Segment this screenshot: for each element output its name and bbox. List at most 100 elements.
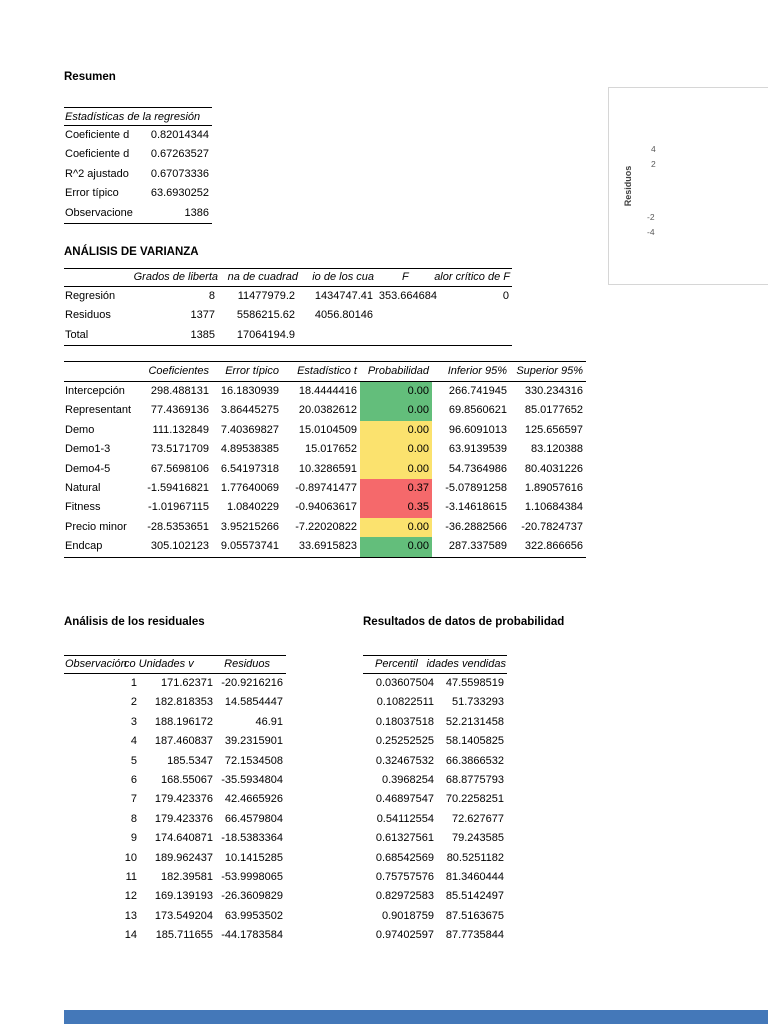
table-cell: 33.6915823 xyxy=(298,540,357,553)
table-cell: 298.488131 xyxy=(150,385,209,397)
table-cell: 9 xyxy=(130,832,137,845)
residuals-title: Análisis de los residuales xyxy=(64,616,205,628)
table-cell: 8 xyxy=(208,290,215,302)
table-row: 0.54112554 72.627677 xyxy=(363,810,507,829)
table-cell: Natural xyxy=(65,482,101,495)
table-cell: 58.1405825 xyxy=(445,735,504,748)
table-row: 12 169.139193 -26.3609829 xyxy=(64,887,286,906)
table-cell: 70.2258251 xyxy=(445,793,504,806)
table-cell: 8 xyxy=(130,812,137,825)
table-cell: 67.5698106 xyxy=(150,462,209,475)
table-cell: -36.2882566 xyxy=(445,520,507,533)
table-cell: 0.46897547 xyxy=(375,793,434,806)
table-cell: -53.9998065 xyxy=(221,871,283,884)
table-cell: 11 xyxy=(125,871,137,884)
table-cell: Residuos xyxy=(65,309,111,322)
coefficients-table: Coeficientes Error típico Estadístico t … xyxy=(64,361,586,558)
probability-table: Percentil idades vendidas 0.03607504 47.5… xyxy=(363,655,507,946)
table-row: 0.82972583 85.5142497 xyxy=(363,887,507,906)
table-cell: 1434747.41 xyxy=(314,290,373,302)
table-cell: 11477979.2 xyxy=(237,290,295,302)
table-row: Demo1-3 73.5171709 4.89538385 15.017652 0.00… xyxy=(64,440,586,460)
table-cell: -20.9216216 xyxy=(221,677,283,689)
table-row: 10 189.962437 10.1415285 xyxy=(64,849,286,868)
table-cell: 0.97402597 xyxy=(375,929,434,942)
table-cell: 72.1534508 xyxy=(224,754,283,767)
table-cell: 46.91 xyxy=(255,715,283,728)
table-cell: 7.40369827 xyxy=(220,423,279,436)
table-cell: 174.640871 xyxy=(154,832,213,845)
table-cell: 85.0177652 xyxy=(524,404,583,417)
table-row: 14 185.711655 -44.1783584 xyxy=(64,926,286,945)
table-cell: Demo1-3 xyxy=(65,443,111,456)
coef-header-t-stat: Estadístico t xyxy=(297,365,357,377)
table-cell: 179.423376 xyxy=(154,793,213,806)
table-cell: 1385 xyxy=(190,328,215,341)
anova-header-row: Grados de liberta na de cuadrad io de lo… xyxy=(64,268,512,287)
regression-stats-body: Coeficiente d 0.82014344 Coeficiente d 0.67… xyxy=(64,126,212,223)
chart-tick-label: 4 xyxy=(651,144,656,154)
table-cell: 54.7364986 xyxy=(448,462,507,475)
table-cell: 47.5598519 xyxy=(445,677,504,689)
table-cell: 2 xyxy=(130,696,137,709)
probability-header-units-sold: idades vendidas xyxy=(426,658,506,670)
summary-title: Resumen xyxy=(64,71,116,83)
table-cell xyxy=(376,306,440,325)
table-cell: 0.35 xyxy=(360,498,432,518)
table-cell: 63.9953502 xyxy=(224,909,283,922)
table-row: Coeficiente d 0.67263527 xyxy=(64,145,212,164)
coefficients-body: Intercepción 298.488131 16.1830939 18.44444… xyxy=(64,382,586,557)
table-cell: Representant xyxy=(65,404,132,417)
table-cell: 353.664684 xyxy=(378,290,437,302)
table-row: Natural -1.59416821 1.77640069 -0.89741477 0… xyxy=(64,479,586,499)
table-row: 0.18037518 52.2131458 xyxy=(363,713,507,732)
residuals-chart: Residuos 4 2 -2 -4 xyxy=(608,87,768,285)
table-cell: 69.8560621 xyxy=(448,404,507,417)
chart-tick-label: 2 xyxy=(651,159,656,169)
table-row: 6 168.55067 -35.5934804 xyxy=(64,771,286,790)
table-cell: Observacione xyxy=(65,206,133,219)
clipped-chart-bar xyxy=(64,1010,768,1024)
table-cell: 63.6930252 xyxy=(150,187,209,200)
table-cell: -5.07891258 xyxy=(445,482,507,495)
table-cell: 0.25252525 xyxy=(375,735,434,748)
table-cell: 80.5251182 xyxy=(446,851,504,864)
table-cell: 0.00 xyxy=(360,401,432,421)
table-cell: 63.9139539 xyxy=(448,443,507,456)
residuals-header-observation: Observación xyxy=(65,658,127,670)
table-cell: 0.67263527 xyxy=(150,148,209,161)
table-row: Intercepción 298.488131 16.1830939 18.44444… xyxy=(64,382,586,402)
table-cell: 169.139193 xyxy=(154,890,213,903)
table-cell: -35.5934804 xyxy=(221,774,283,787)
table-cell: 0.00 xyxy=(360,420,432,441)
table-cell: 0 xyxy=(502,290,509,302)
table-row: 11 182.39581 -53.9998065 xyxy=(64,868,286,887)
table-cell: -1.01967115 xyxy=(148,501,209,514)
table-cell: 111.132849 xyxy=(152,423,209,436)
table-cell: 330.234316 xyxy=(524,385,583,397)
table-row: 0.75757576 81.3460444 xyxy=(363,868,507,887)
table-cell: 72.627677 xyxy=(452,812,504,825)
table-cell: 20.0382612 xyxy=(298,404,357,417)
coef-header-upper-95: Superior 95% xyxy=(516,365,583,377)
table-row: 0.9018759 87.5163675 xyxy=(363,907,507,926)
coef-header-blank xyxy=(64,362,140,382)
table-cell: 15.0104509 xyxy=(298,423,357,436)
table-cell: 80.4031226 xyxy=(524,462,583,475)
table-cell: 187.460837 xyxy=(154,735,213,748)
regression-stats-table: Estadísticas de la regresión Coeficiente… xyxy=(64,107,212,225)
table-row: 7 179.423376 42.4665926 xyxy=(64,790,286,809)
table-cell: 1386 xyxy=(184,206,209,219)
table-cell: -0.94063617 xyxy=(295,501,357,514)
table-row: Demo 111.132849 7.40369827 15.0104509 0.00 96… xyxy=(64,420,586,441)
table-cell: 6 xyxy=(130,774,137,787)
table-cell: Coeficiente d xyxy=(65,129,130,141)
anova-header-f: F xyxy=(402,271,409,283)
table-cell: Precio minor xyxy=(65,520,127,533)
table-cell: 4056.80146 xyxy=(314,309,373,322)
anova-table: Grados de liberta na de cuadrad io de lo… xyxy=(64,268,512,347)
table-cell: 51.733293 xyxy=(452,696,504,709)
table-row: Coeficiente d 0.82014344 xyxy=(64,126,212,145)
table-cell: Regresión xyxy=(65,290,116,302)
table-cell: 0.82014344 xyxy=(150,129,209,141)
